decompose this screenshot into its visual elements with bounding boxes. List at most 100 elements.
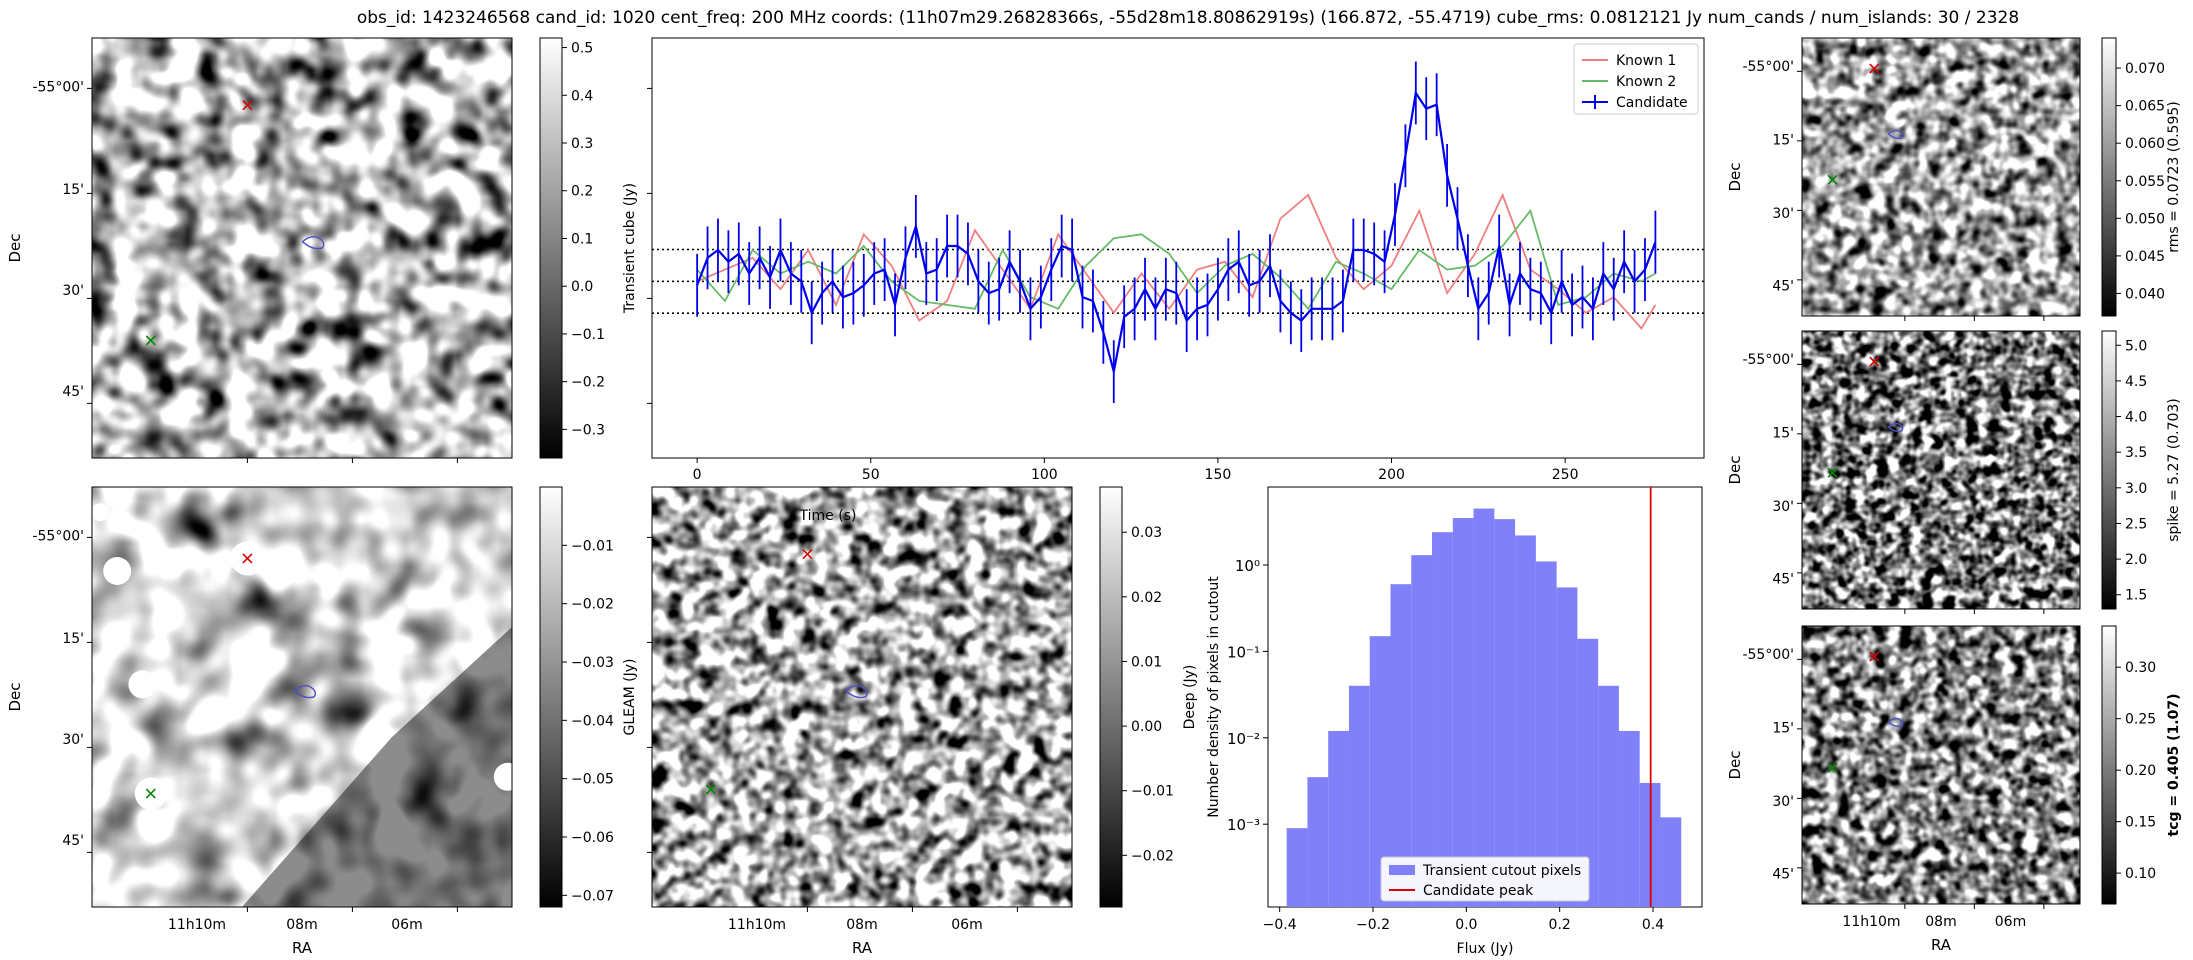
dec-tick-label: 45'	[1772, 866, 1794, 882]
histogram-bar	[1535, 561, 1557, 907]
colorbar-tick-label: 0.065	[2125, 99, 2165, 115]
known1-marker	[1869, 63, 1880, 74]
colorbar-tick-label: 0.060	[2125, 136, 2165, 152]
dec-tick-label: 15'	[1772, 132, 1794, 148]
colorbar-tick-label: 1.5	[2125, 588, 2147, 604]
histogram-bar	[1328, 730, 1349, 907]
colorbar-tick-label: 0.050	[2125, 211, 2165, 227]
colorbar-tick-label: −0.05	[571, 772, 614, 788]
lightcurve-chart: 0 50 100 150 200 250 Time (s) Known 1 Known 2 Can…	[647, 37, 1705, 524]
dec-tick-label: 30'	[62, 283, 84, 299]
ra-tick-label: 08m	[286, 917, 317, 933]
cutout-frame	[1801, 330, 2081, 610]
colorbar-tick-label: 0.30	[2125, 660, 2156, 676]
cutout-frame	[651, 486, 1073, 908]
cutout-tcg: -55°00' 15' 30' 45' Dec 11h10m 08m 06m RA 0.30 0.2…	[1726, 625, 2182, 954]
candidate-contour	[844, 684, 868, 699]
ra-tick-label: 11h10m	[168, 917, 226, 933]
colorbar-tick-label: 0.045	[2125, 249, 2165, 265]
cutout-frame	[91, 37, 513, 459]
colorbar-tick-label: 0.040	[2125, 286, 2165, 302]
colorbar-tick-label: −0.3	[571, 422, 605, 438]
candidate-contour	[1887, 129, 1904, 140]
ra-tick-label: 11h10m	[1842, 914, 1900, 930]
colorbar-tick-label: 0.3	[571, 136, 593, 152]
dec-tick-label: 30'	[1772, 499, 1794, 515]
colorbar-tick-label: −0.02	[1131, 848, 1174, 864]
lightcurve-x-label: Time (s)	[799, 508, 857, 524]
cutout-image	[92, 487, 512, 907]
known2-marker	[1827, 174, 1838, 185]
colorbar	[1099, 486, 1123, 908]
colorbar-tick-label: −0.01	[1131, 784, 1174, 800]
bright-source	[128, 670, 157, 699]
ra-tick-label: 08m	[846, 917, 877, 933]
x-tick-label: 150	[1205, 467, 1232, 483]
known2-marker	[1827, 467, 1838, 478]
dec-tick-label: 15'	[1772, 720, 1794, 736]
colorbar-tick-label: 0.01	[1131, 654, 1162, 670]
histogram-bar	[1577, 638, 1599, 907]
histogram-bar	[1494, 519, 1516, 907]
colorbar-tick-label: 2.0	[2125, 552, 2147, 568]
legend-entry: Candidate peak	[1423, 883, 1534, 899]
cutout-deep: 11h10m 08m 06m RA 0.03 0.02 0.01 0.00 −0.01 −0.02…	[647, 486, 1198, 957]
histogram-bar	[1452, 518, 1474, 907]
colorbar-tick-label: 0.20	[2125, 763, 2156, 779]
colorbar-tick-label: 5.0	[2125, 338, 2147, 354]
dec-axis-label: Dec	[1726, 455, 1744, 484]
known1-marker	[1869, 356, 1880, 367]
x-tick-label: 250	[1552, 467, 1579, 483]
histogram-bar	[1618, 730, 1640, 907]
figure-title: obs_id: 1423246568 cand_id: 1020 cent_fr…	[357, 8, 2019, 28]
colorbar	[539, 486, 563, 908]
known2-marker	[705, 784, 716, 795]
x-tick-label: −0.4	[1263, 917, 1297, 933]
histogram-bar	[1390, 584, 1412, 907]
x-tick-label: 0.2	[1549, 917, 1571, 933]
colorbar-tick-label: 0.070	[2125, 61, 2165, 77]
legend-entry: Candidate	[1616, 95, 1688, 111]
colorbar-tick-label: −0.06	[571, 830, 614, 846]
candidate-contour	[301, 235, 325, 250]
histogram-bar	[1660, 817, 1682, 907]
colorbar-tick-label: 0.10	[2125, 866, 2156, 882]
colorbar-tick-label: 0.03	[1131, 525, 1162, 541]
histogram-bar	[1286, 828, 1308, 907]
colorbar-tick-label: 3.5	[2125, 445, 2147, 461]
known1-marker	[802, 549, 813, 560]
ra-tick-label: 11h10m	[728, 917, 786, 933]
x-tick-label: −0.2	[1356, 917, 1390, 933]
colorbar	[539, 37, 563, 459]
colorbar-label: Transient cube (Jy)	[622, 183, 638, 314]
histogram-y-label: Number density of pixels in cutout	[1206, 576, 1222, 818]
bright-source	[493, 762, 512, 791]
y-tick-label: 10⁰	[1235, 557, 1260, 575]
colorbar-tick-label: −0.02	[571, 597, 614, 613]
cutout-gleam: -55°00' 15' 30' 45' Dec 11h10m 08m 06m RA −0.01 −0…	[6, 486, 638, 957]
colorbar-tick-label: −0.04	[571, 713, 614, 729]
colorbar-tick-label: 4.5	[2125, 374, 2147, 390]
dec-tick-label: 45'	[62, 384, 84, 400]
bright-source	[103, 557, 132, 585]
y-tick-label: 10⁻³	[1227, 816, 1260, 834]
gleam-dark-region	[242, 627, 512, 907]
colorbar-tick-label: 2.5	[2125, 516, 2147, 532]
colorbar-tick-label: 4.0	[2125, 410, 2147, 426]
ra-axis-label: RA	[852, 939, 873, 957]
histogram-bar	[1556, 587, 1578, 907]
dec-tick-label: 15'	[62, 631, 84, 647]
cutout-image	[92, 38, 512, 458]
ra-tick-label: 06m	[951, 917, 982, 933]
known2-marker	[1827, 762, 1838, 773]
candidate-contour	[1887, 422, 1904, 433]
candidate-contour	[293, 684, 317, 699]
ra-axis-label: RA	[1931, 936, 1952, 954]
colorbar-tick-label: −0.2	[571, 375, 605, 391]
colorbar-tick-label: 0.02	[1131, 590, 1162, 606]
histogram-x-label: Flux (Jy)	[1457, 941, 1514, 957]
colorbar	[2101, 625, 2117, 905]
colorbar-tick-label: 0.4	[571, 88, 593, 104]
colorbar-label: GLEAM (Jy)	[622, 659, 638, 736]
